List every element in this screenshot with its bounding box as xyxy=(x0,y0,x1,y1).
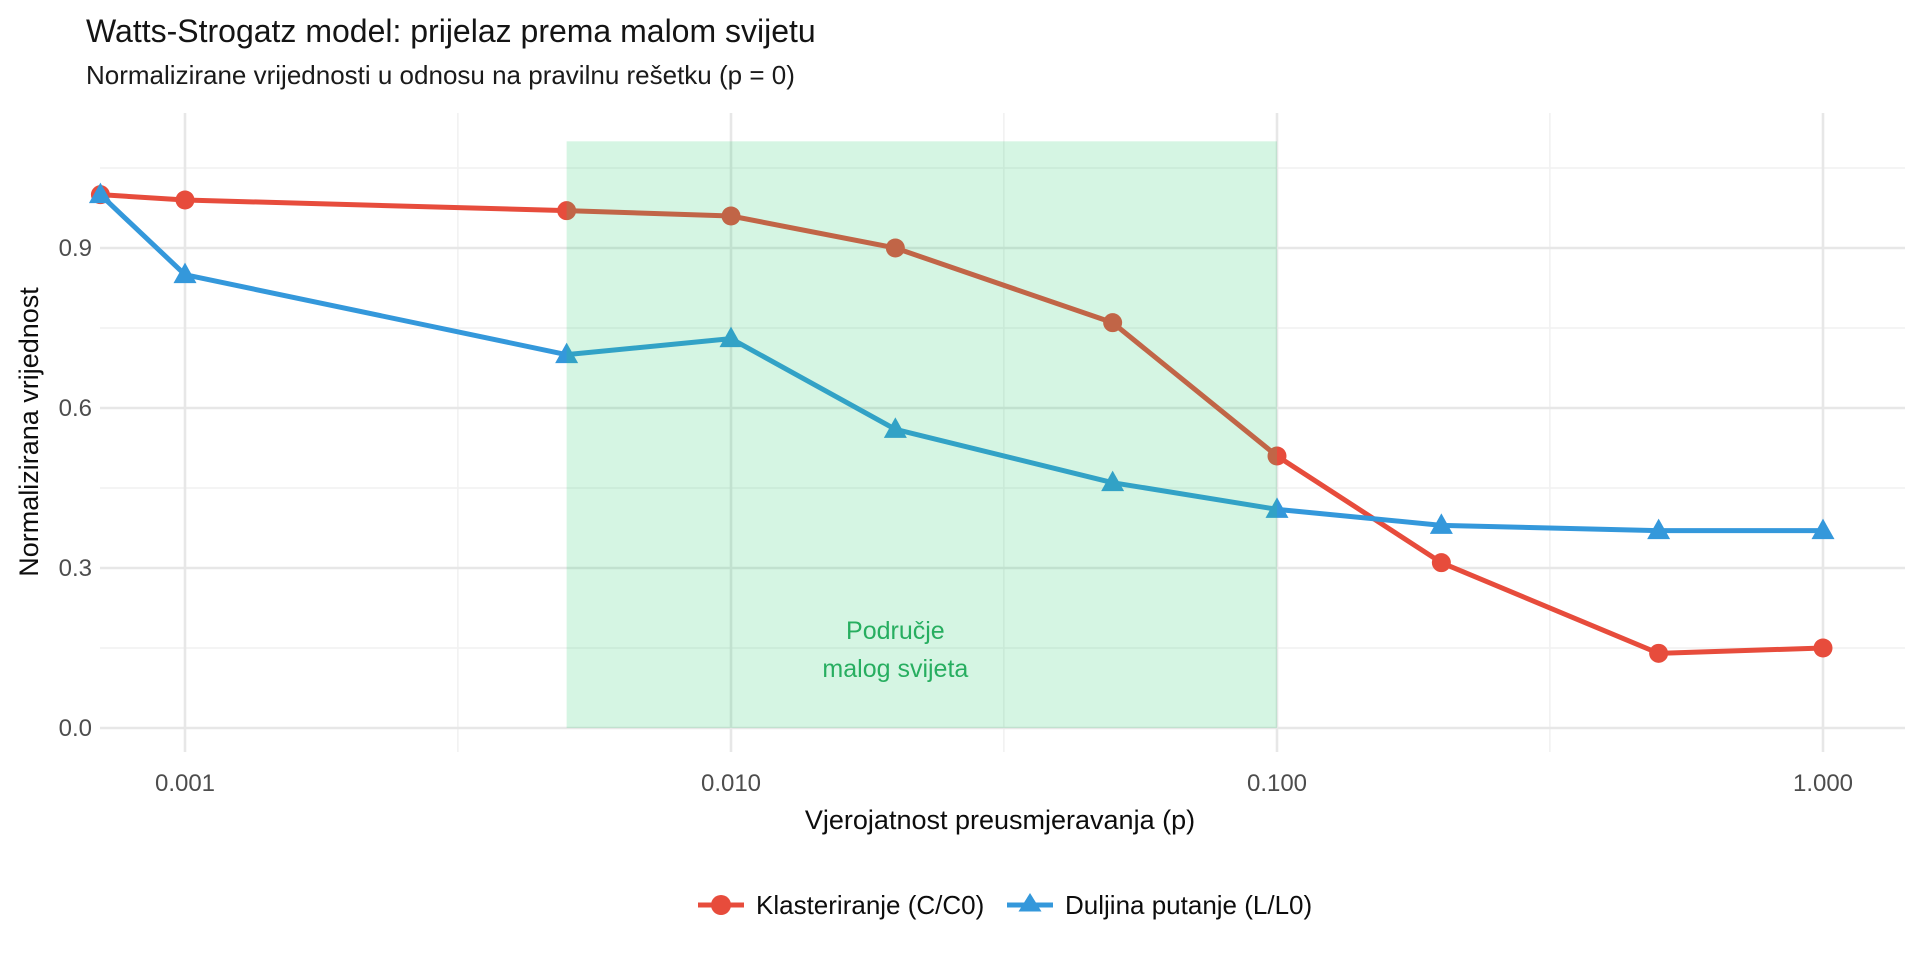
data-point-circle xyxy=(1431,553,1451,573)
data-point-triangle xyxy=(1265,497,1289,518)
series-path-length xyxy=(88,182,1835,540)
data-point-triangle xyxy=(883,417,907,438)
small-world-region-label-line2: malog svijeta xyxy=(822,655,968,683)
data-point-circle xyxy=(885,238,905,258)
data-point-circle xyxy=(175,190,195,210)
x-axis-title: Vjerojatnost preusmjeravanja (p) xyxy=(805,805,1195,835)
legend-key-triangle-icon xyxy=(1018,893,1042,912)
series-line xyxy=(97,192,1826,656)
data-point-circle xyxy=(1813,638,1833,658)
y-tick-label: 0.0 xyxy=(59,715,92,742)
tick-layer: 0.0 0.3 0.6 0.9 0.001 0.010 0.100 1.000 xyxy=(59,235,1853,797)
chart-subtitle: Normalizirane vrijednosti u odnosu na pr… xyxy=(86,60,795,90)
legend: Klasteriranje (C/C0) Duljina putanje (L/… xyxy=(698,890,1312,920)
y-tick-label: 0.9 xyxy=(59,235,92,262)
chart-title: Watts-Strogatz model: prijelaz prema mal… xyxy=(86,13,816,49)
legend-label-clustering: Klasteriranje (C/C0) xyxy=(756,890,984,920)
data-point-triangle xyxy=(1429,513,1453,534)
data-point-circle xyxy=(1267,446,1287,466)
data-point-circle xyxy=(1103,313,1123,333)
data-point-triangle xyxy=(719,326,743,348)
data-point-circle xyxy=(1649,643,1669,663)
small-world-region-rect xyxy=(566,141,1277,728)
legend-key-circle-icon xyxy=(711,895,731,915)
y-tick-label: 0.6 xyxy=(59,395,92,422)
data-point-triangle xyxy=(88,182,112,204)
legend-label-path-length: Duljina putanje (L/L0) xyxy=(1065,890,1312,920)
data-point-triangle xyxy=(1101,470,1125,492)
data-point-circle xyxy=(557,201,577,221)
small-world-region xyxy=(566,141,1277,728)
x-tick-label: 0.010 xyxy=(701,770,761,797)
x-tick-label: 0.100 xyxy=(1247,770,1307,797)
data-point-circle xyxy=(721,206,741,226)
legend-item-clustering: Klasteriranje (C/C0) xyxy=(698,890,984,920)
data-point-triangle xyxy=(555,342,579,364)
x-tick-label: 1.000 xyxy=(1793,770,1853,797)
small-world-region-label-line1: Područje xyxy=(846,617,945,645)
y-tick-label: 0.3 xyxy=(59,555,92,582)
x-tick-label: 0.001 xyxy=(155,770,215,797)
legend-item-path-length: Duljina putanje (L/L0) xyxy=(1007,890,1312,920)
data-point-triangle xyxy=(1647,518,1671,540)
data-point-triangle xyxy=(1811,518,1835,540)
grid-layer xyxy=(100,113,1905,752)
data-point-triangle xyxy=(173,262,197,284)
y-axis-title: Normalizirana vrijednost xyxy=(14,287,44,577)
series-layer xyxy=(88,182,1835,663)
series-line xyxy=(97,192,1826,534)
